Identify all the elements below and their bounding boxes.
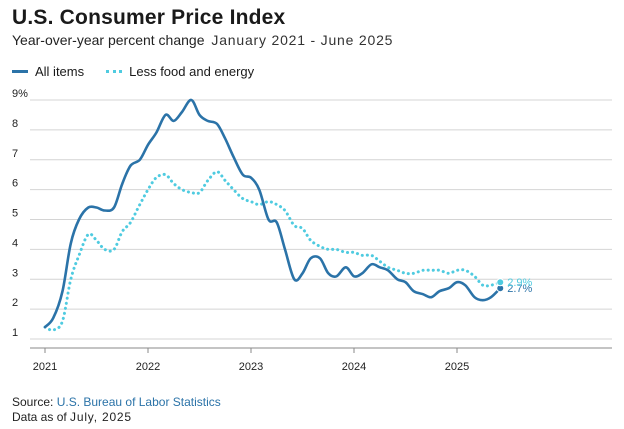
y-tick-label-9: 9% xyxy=(12,88,28,100)
legend-label-all-items: All items xyxy=(35,64,85,79)
data-as-of: Data as of July, 2025 xyxy=(12,410,132,424)
chart-subtitle: Year-over-year percent change January 20… xyxy=(12,32,393,48)
x-tick-label-2021: 2021 xyxy=(33,361,57,373)
y-tick-label-6: 6 xyxy=(12,178,18,190)
y-tick-label-7: 7 xyxy=(12,148,18,160)
y-tick-label-3: 3 xyxy=(12,267,18,279)
y-tick-label-1: 1 xyxy=(12,327,18,339)
source-prefix: Source: xyxy=(12,395,54,409)
y-tick-label-8: 8 xyxy=(12,118,18,130)
y-tick-label-2: 2 xyxy=(12,297,18,309)
asof-prefix: Data as of xyxy=(12,410,67,424)
legend-item-all-items: All items xyxy=(12,64,84,79)
x-tick-label-2024: 2024 xyxy=(342,361,366,373)
y-tick-label-5: 5 xyxy=(12,208,18,220)
asof-date: July, 2025 xyxy=(70,410,132,424)
x-tick-label-2022: 2022 xyxy=(136,361,160,373)
legend: All items Less food and energy xyxy=(12,64,276,79)
x-tick-label-2025: 2025 xyxy=(445,361,469,373)
y-tick-label-4: 4 xyxy=(12,237,18,249)
legend-item-core: Less food and energy xyxy=(106,64,254,79)
end-marker-core xyxy=(496,278,505,287)
date-range: January 2021 - June 2025 xyxy=(211,32,394,48)
x-tick-label-2023: 2023 xyxy=(239,361,263,373)
source-note: Source: U.S. Bureau of Labor Statistics xyxy=(12,395,221,409)
legend-swatch-core xyxy=(106,70,123,73)
legend-swatch-all-items xyxy=(12,70,28,73)
series-line-core xyxy=(43,170,502,332)
source-link[interactable]: U.S. Bureau of Labor Statistics xyxy=(56,395,221,409)
end-label-all-items: 2.7% xyxy=(507,283,532,295)
end-label-core: 2.9% xyxy=(507,277,532,289)
legend-label-core: Less food and energy xyxy=(129,64,255,79)
subtitle-text: Year-over-year percent change xyxy=(12,32,205,48)
chart-title: U.S. Consumer Price Index xyxy=(12,6,286,29)
series-line-all-items xyxy=(43,98,502,329)
